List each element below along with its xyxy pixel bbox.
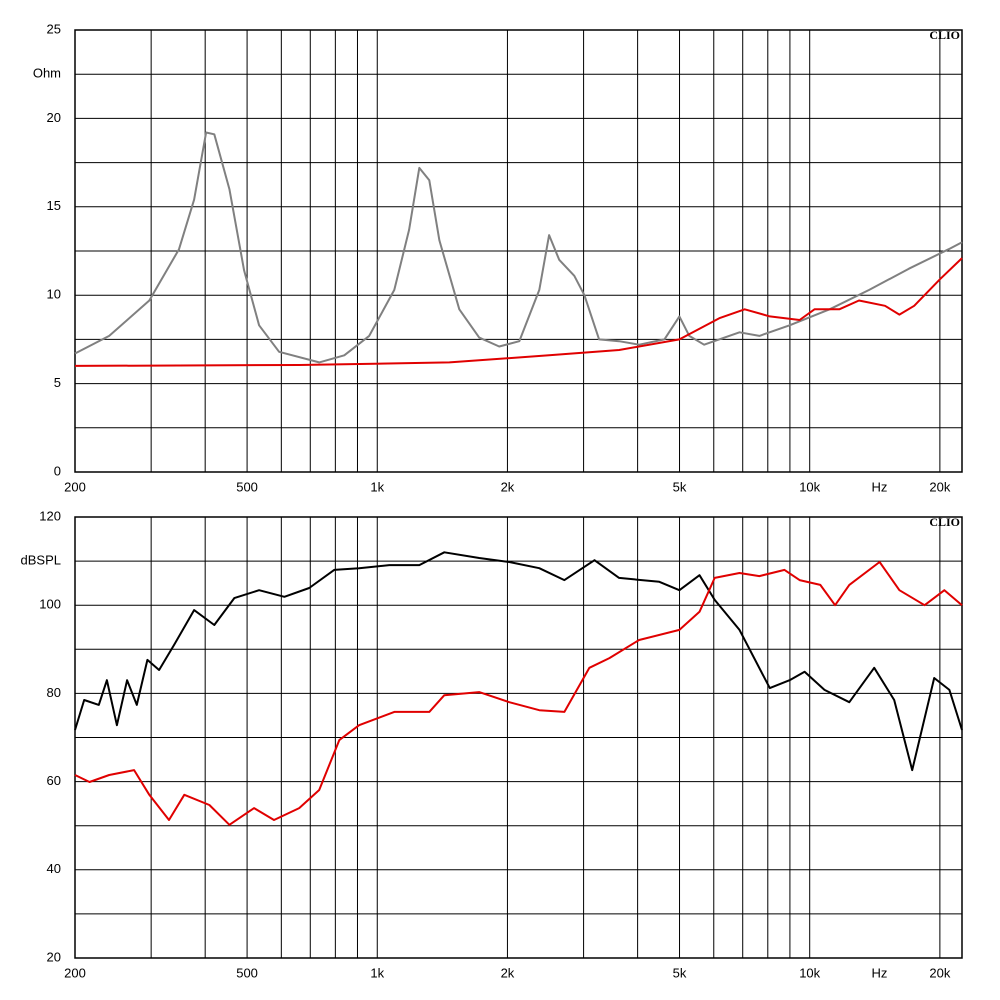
y-tick-label: 100 <box>39 597 61 612</box>
y-axis-label: Ohm <box>33 65 61 80</box>
y-tick-label: 120 <box>39 508 61 523</box>
watermark: CLIO <box>929 28 960 42</box>
series-line <box>74 257 963 367</box>
x-tick-label: 10k <box>799 965 820 980</box>
x-tick-label: 1k <box>370 965 384 980</box>
x-axis-label: Hz <box>872 965 888 980</box>
x-tick-label: 20k <box>929 965 950 980</box>
series-line <box>74 131 963 364</box>
y-tick-label: 25 <box>47 21 61 36</box>
y-tick-label: 10 <box>47 287 61 302</box>
x-tick-label: 5k <box>673 965 687 980</box>
x-axis-label: Hz <box>872 479 888 494</box>
y-tick-label: 20 <box>47 949 61 964</box>
series-line <box>74 551 963 772</box>
y-tick-label: 20 <box>47 110 61 125</box>
x-tick-label: 200 <box>64 479 86 494</box>
x-tick-label: 2k <box>501 479 515 494</box>
x-tick-label: 1k <box>370 479 384 494</box>
y-axis-label: dBSPL <box>21 552 61 567</box>
series-line <box>74 561 963 826</box>
y-tick-label: 60 <box>47 773 61 788</box>
y-tick-label: 5 <box>54 375 61 390</box>
watermark: CLIO <box>929 515 960 529</box>
x-tick-label: 500 <box>236 965 258 980</box>
y-tick-label: 80 <box>47 685 61 700</box>
x-tick-label: 10k <box>799 479 820 494</box>
x-tick-label: 2k <box>501 965 515 980</box>
y-tick-label: 0 <box>54 463 61 478</box>
x-tick-label: 5k <box>673 479 687 494</box>
x-tick-label: 200 <box>64 965 86 980</box>
x-tick-label: 500 <box>236 479 258 494</box>
y-tick-label: 40 <box>47 861 61 876</box>
y-tick-label: 15 <box>47 198 61 213</box>
x-tick-label: 20k <box>929 479 950 494</box>
